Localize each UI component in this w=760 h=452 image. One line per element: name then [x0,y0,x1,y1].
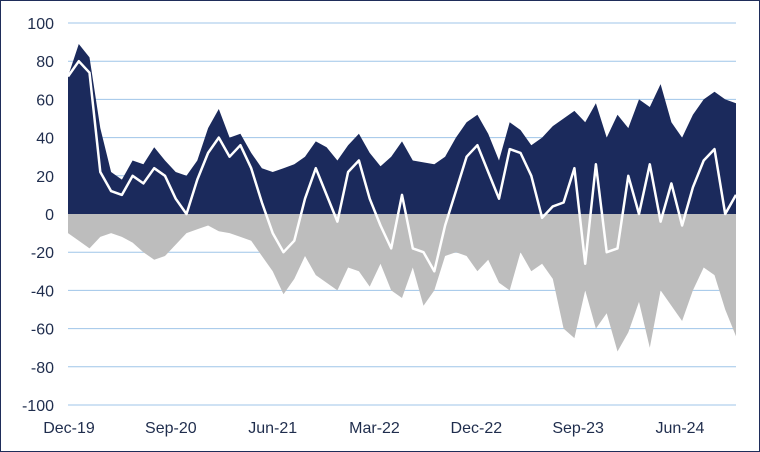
y-tick-label: 20 [36,169,54,186]
y-tick-label: 80 [36,54,54,71]
y-tick-label: 60 [36,92,54,109]
y-tick-label: -60 [31,322,54,339]
y-tick-label: 40 [36,131,54,148]
x-tick-label: Sep-23 [552,420,604,437]
y-tick-label: -100 [22,398,54,415]
negative-area [68,214,736,352]
x-tick-label: Dec-19 [43,420,95,437]
y-tick-label: 100 [27,16,54,33]
net-line [66,59,738,273]
x-tick-label: Mar-22 [349,420,400,437]
y-tick-label: -40 [31,283,54,300]
x-tick-label: Sep-20 [145,420,197,437]
y-tick-label: 0 [45,207,54,224]
x-tick-label: Dec-22 [451,420,503,437]
y-tick-label: -80 [31,360,54,377]
y-tick-label: -20 [31,245,54,262]
x-tick-label: Jun-24 [656,420,705,437]
x-tick-label: Jun-21 [248,420,297,437]
positive-area [68,44,736,214]
